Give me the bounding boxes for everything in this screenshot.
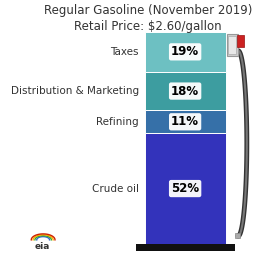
Text: Crude oil: Crude oil <box>92 184 139 194</box>
Text: Refining: Refining <box>96 117 139 127</box>
Bar <box>145 133 226 244</box>
Text: Taxes: Taxes <box>110 47 139 57</box>
Bar <box>227 34 238 56</box>
Bar <box>235 233 240 238</box>
Text: eia: eia <box>34 242 50 251</box>
Bar <box>135 244 235 251</box>
Text: 52%: 52% <box>171 182 199 195</box>
Text: 18%: 18% <box>171 85 199 98</box>
Text: Regular Gasoline (November 2019): Regular Gasoline (November 2019) <box>44 4 252 17</box>
Bar <box>228 36 236 54</box>
Bar <box>145 110 226 133</box>
Text: Retail Price: $2.60/gallon: Retail Price: $2.60/gallon <box>74 20 222 33</box>
Text: Distribution & Marketing: Distribution & Marketing <box>11 86 139 96</box>
Text: 19%: 19% <box>171 45 199 58</box>
Bar <box>145 72 226 110</box>
Bar <box>145 32 226 72</box>
Bar <box>237 35 244 47</box>
Text: 11%: 11% <box>171 115 199 128</box>
